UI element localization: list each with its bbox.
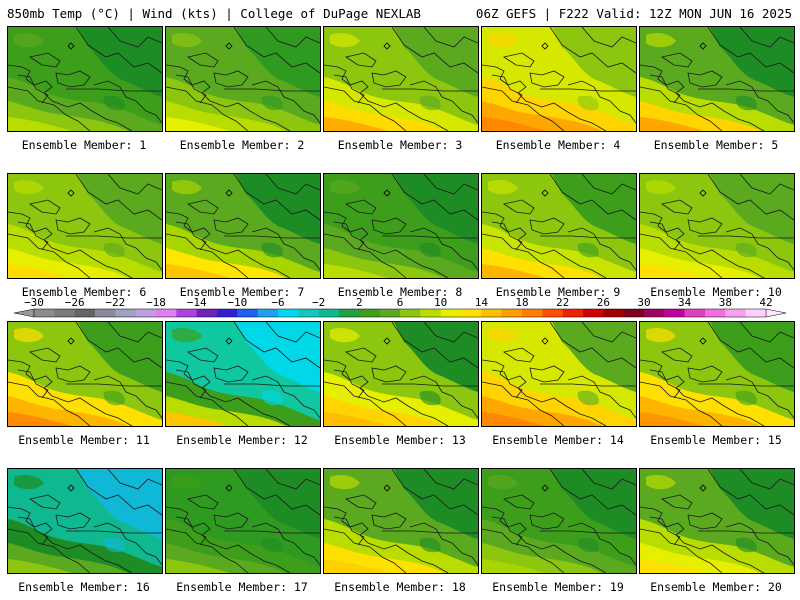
colorbar-segment bbox=[115, 309, 136, 317]
colorbar-tick-label: −2 bbox=[312, 296, 325, 309]
ensemble-map-panel bbox=[7, 173, 163, 279]
ensemble-member-label: Ensemble Member: 10 bbox=[650, 285, 782, 299]
colorbar-segment bbox=[379, 309, 401, 317]
colorbar-tick-label: −10 bbox=[227, 296, 247, 309]
colorbar-segment bbox=[135, 309, 157, 317]
colorbar-segment bbox=[257, 309, 279, 317]
colorbar-segment bbox=[440, 309, 462, 317]
colorbar-segment bbox=[34, 309, 55, 317]
ensemble-member-label: Ensemble Member: 16 bbox=[18, 580, 150, 594]
ensemble-map-panel bbox=[481, 468, 637, 574]
colorbar-segment bbox=[359, 309, 380, 317]
colorbar-segment bbox=[562, 309, 584, 317]
colorbar-tick-label: 22 bbox=[556, 296, 569, 309]
ensemble-member-label: Ensemble Member: 13 bbox=[334, 433, 466, 447]
ensemble-member-label: Ensemble Member: 12 bbox=[176, 433, 308, 447]
ensemble-map-panel bbox=[481, 321, 637, 427]
colorbar-tick-label: 2 bbox=[356, 296, 363, 309]
ensemble-map-panel bbox=[165, 26, 321, 132]
colorbar-segment bbox=[644, 309, 665, 317]
ensemble-map-panel bbox=[165, 468, 321, 574]
ensemble-member-label: Ensemble Member: 14 bbox=[492, 433, 624, 447]
colorbar-segment bbox=[725, 309, 746, 317]
colorbar-segment bbox=[501, 309, 523, 317]
colorbar-tick-label: −18 bbox=[146, 296, 166, 309]
colorbar-segment bbox=[74, 309, 96, 317]
colorbar-segment bbox=[420, 309, 441, 317]
colorbar-segment bbox=[298, 309, 319, 317]
ensemble-map-panel bbox=[639, 173, 795, 279]
map-title: 850mb Temp (°C) | Wind (kts) | College o… bbox=[7, 6, 421, 21]
ensemble-map-panel bbox=[323, 468, 479, 574]
colorbar-tick-label: 10 bbox=[434, 296, 447, 309]
colorbar-segment bbox=[481, 309, 502, 317]
ensemble-member-label: Ensemble Member: 15 bbox=[650, 433, 782, 447]
ensemble-member-label: Ensemble Member: 7 bbox=[179, 285, 305, 299]
colorbar-tick-label: −30 bbox=[24, 296, 44, 309]
ensemble-map-panel bbox=[639, 26, 795, 132]
ensemble-member-label: Ensemble Member: 1 bbox=[21, 138, 147, 152]
colorbar-segment bbox=[522, 309, 543, 317]
colorbar-tick-label: 38 bbox=[719, 296, 732, 309]
ensemble-map-panel bbox=[7, 468, 163, 574]
colorbar-segment bbox=[217, 309, 238, 317]
colorbar-tick-label: −6 bbox=[271, 296, 284, 309]
ensemble-map-panel bbox=[481, 26, 637, 132]
colorbar-segment bbox=[54, 309, 75, 317]
colorbar-segment bbox=[583, 309, 604, 317]
colorbar-segment bbox=[745, 309, 767, 317]
temperature-colorbar: −30 −26 −22 −18 −14 −10 −6 −2 2 6 10 14 18 22 26 30 34 38… bbox=[13, 296, 787, 318]
ensemble-member-label: Ensemble Member: 18 bbox=[334, 580, 466, 594]
colorbar-segment bbox=[318, 309, 340, 317]
ensemble-map-panel bbox=[481, 173, 637, 279]
ensemble-map-panel bbox=[323, 321, 479, 427]
ensemble-member-label: Ensemble Member: 2 bbox=[179, 138, 305, 152]
ensemble-map-panel bbox=[323, 173, 479, 279]
ensemble-member-label: Ensemble Member: 3 bbox=[337, 138, 463, 152]
colorbar-segment bbox=[278, 309, 299, 317]
colorbar-tick-label: 14 bbox=[475, 296, 489, 309]
ensemble-member-label: Ensemble Member: 20 bbox=[650, 580, 782, 594]
colorbar-segment bbox=[623, 309, 645, 317]
colorbar-tick-label: 26 bbox=[597, 296, 610, 309]
colorbar-segment bbox=[461, 309, 482, 317]
ensemble-map-panel bbox=[7, 321, 163, 427]
colorbar-tick-label: 18 bbox=[515, 296, 528, 309]
ensemble-map-panel bbox=[639, 321, 795, 427]
ensemble-member-label: Ensemble Member: 17 bbox=[176, 580, 308, 594]
colorbar-segment bbox=[156, 309, 177, 317]
ensemble-map-panel bbox=[323, 26, 479, 132]
colorbar-tick-label: 30 bbox=[637, 296, 650, 309]
ensemble-member-label: Ensemble Member: 11 bbox=[18, 433, 150, 447]
ensemble-member-label: Ensemble Member: 9 bbox=[495, 285, 621, 299]
ensemble-map-panel bbox=[165, 173, 321, 279]
colorbar-segment bbox=[684, 309, 706, 317]
ensemble-member-label: Ensemble Member: 5 bbox=[653, 138, 779, 152]
ensemble-map-panel bbox=[165, 321, 321, 427]
colorbar-segment bbox=[400, 309, 421, 317]
colorbar-tick-label: 34 bbox=[678, 296, 692, 309]
ensemble-member-label: Ensemble Member: 6 bbox=[21, 285, 147, 299]
colorbar-segment bbox=[664, 309, 685, 317]
ensemble-map-panel bbox=[7, 26, 163, 132]
colorbar-tick-label: −26 bbox=[65, 296, 85, 309]
colorbar-tick-label: 42 bbox=[759, 296, 772, 309]
colorbar-segment bbox=[339, 309, 360, 317]
ensemble-member-label: Ensemble Member: 4 bbox=[495, 138, 621, 152]
ensemble-member-label: Ensemble Member: 8 bbox=[337, 285, 463, 299]
model-valid-time: 06Z GEFS | F222 Valid: 12Z MON JUN 16 20… bbox=[475, 6, 792, 21]
colorbar-segment bbox=[95, 309, 116, 317]
colorbar-segment bbox=[237, 309, 258, 317]
ensemble-map-panel bbox=[639, 468, 795, 574]
ensemble-member-label: Ensemble Member: 19 bbox=[492, 580, 624, 594]
colorbar-segment bbox=[705, 309, 726, 317]
colorbar-segment bbox=[603, 309, 624, 317]
colorbar-tick-label: 6 bbox=[397, 296, 404, 309]
colorbar-tick-label: −22 bbox=[105, 296, 125, 309]
colorbar-segment bbox=[176, 309, 197, 317]
colorbar-segment bbox=[542, 309, 563, 317]
colorbar-tick-label: −14 bbox=[187, 296, 207, 309]
colorbar-segment bbox=[196, 309, 218, 317]
